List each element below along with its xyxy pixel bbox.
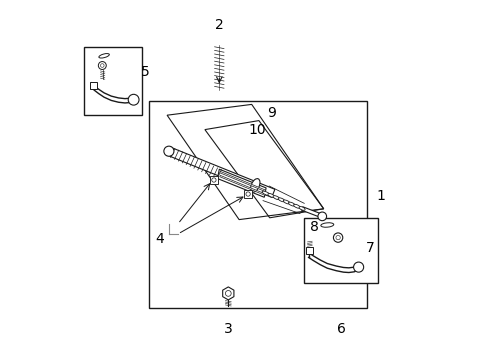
Text: 4: 4: [155, 233, 164, 246]
Circle shape: [101, 64, 104, 67]
Ellipse shape: [250, 179, 260, 192]
Ellipse shape: [99, 54, 109, 58]
Bar: [244, 190, 251, 198]
Ellipse shape: [272, 196, 279, 199]
Text: 3: 3: [224, 323, 232, 336]
Bar: [90, 82, 97, 89]
Bar: [149, 101, 366, 308]
Circle shape: [317, 212, 326, 221]
Ellipse shape: [293, 204, 300, 208]
Text: 5: 5: [141, 65, 149, 79]
Circle shape: [163, 146, 174, 156]
Polygon shape: [301, 207, 322, 218]
Bar: [303, 218, 377, 283]
Circle shape: [128, 94, 139, 105]
Ellipse shape: [283, 200, 289, 204]
Circle shape: [245, 192, 250, 196]
Polygon shape: [217, 169, 265, 197]
Text: 8: 8: [309, 220, 319, 234]
Bar: [306, 247, 312, 254]
Ellipse shape: [262, 191, 269, 195]
Ellipse shape: [267, 194, 274, 197]
Circle shape: [353, 262, 363, 272]
Text: 2: 2: [215, 18, 223, 32]
Circle shape: [225, 291, 231, 296]
Polygon shape: [219, 171, 265, 192]
Circle shape: [211, 178, 216, 182]
Circle shape: [333, 233, 342, 242]
Text: 9: 9: [266, 107, 275, 120]
Text: 10: 10: [248, 123, 265, 136]
Polygon shape: [219, 175, 265, 195]
Bar: [209, 176, 218, 184]
Circle shape: [98, 62, 106, 69]
Polygon shape: [167, 147, 274, 197]
Text: 6: 6: [336, 323, 345, 336]
Circle shape: [335, 235, 340, 240]
Ellipse shape: [320, 223, 333, 227]
Ellipse shape: [288, 202, 295, 206]
Text: 1: 1: [376, 189, 385, 203]
Ellipse shape: [278, 198, 285, 202]
Ellipse shape: [299, 207, 305, 210]
Bar: [84, 47, 142, 115]
Text: 7: 7: [366, 242, 374, 255]
Polygon shape: [166, 149, 169, 153]
